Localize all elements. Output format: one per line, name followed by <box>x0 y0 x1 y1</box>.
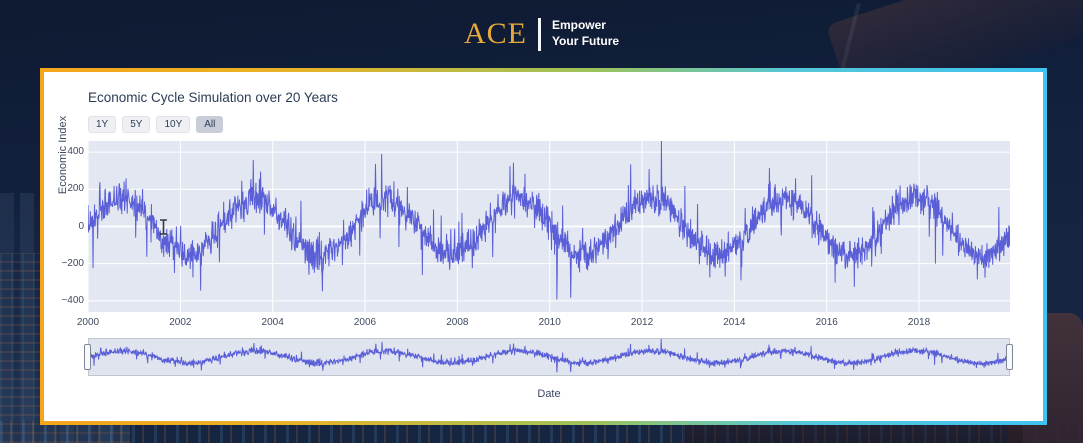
range-button-all[interactable]: All <box>196 116 224 133</box>
x-tick-2006: 2006 <box>353 317 377 328</box>
logo-divider <box>537 17 541 51</box>
chart-card: Economic Cycle Simulation over 20 Years … <box>44 72 1043 421</box>
chart-card-gradient-border: Economic Cycle Simulation over 20 Years … <box>40 68 1047 425</box>
main-plot-area[interactable] <box>88 141 1010 312</box>
x-tick-2014: 2014 <box>723 317 746 328</box>
range-button-1y[interactable]: 1Y <box>88 116 117 133</box>
range-button-5y[interactable]: 5Y <box>122 116 151 133</box>
y-tick-0: 0 <box>78 220 84 232</box>
brand-tagline: Empower Your Future <box>552 18 619 49</box>
tagline-line1: Empower <box>551 18 606 33</box>
range-slider-handle-right[interactable] <box>1006 344 1013 370</box>
header: ACE Empower Your Future <box>0 10 1083 58</box>
y-tick--400: −400 <box>61 294 84 306</box>
y-tick-200: 200 <box>67 183 84 195</box>
economic-index-line-chart[interactable] <box>88 141 1010 312</box>
x-tick-2002: 2002 <box>169 317 192 328</box>
x-tick-2008: 2008 <box>446 317 469 328</box>
range-slider-series <box>89 339 1009 373</box>
y-tick--200: −200 <box>61 257 84 269</box>
range-button-10y[interactable]: 10Y <box>156 116 191 133</box>
economic-index-series <box>88 141 1010 300</box>
chart-title: Economic Cycle Simulation over 20 Years <box>88 90 338 105</box>
range-selector: 1Y 5Y 10Y All <box>88 116 224 133</box>
range-slider[interactable] <box>88 338 1010 376</box>
x-axis-label: Date <box>537 388 561 400</box>
y-tick-400: 400 <box>67 146 84 158</box>
range-slider-mini-chart[interactable] <box>89 339 1009 375</box>
mouse-cursor-icon <box>160 219 167 235</box>
x-tick-2012: 2012 <box>630 317 654 328</box>
x-tick-2010: 2010 <box>538 317 561 328</box>
range-slider-handle-left[interactable] <box>84 344 91 370</box>
x-tick-2018: 2018 <box>907 317 931 328</box>
x-tick-2016: 2016 <box>815 317 838 328</box>
tagline-line2: Your Future <box>551 34 620 48</box>
x-tick-2000: 2000 <box>76 317 100 328</box>
x-tick-2004: 2004 <box>261 317 284 328</box>
brand-logo: ACE <box>463 17 527 50</box>
